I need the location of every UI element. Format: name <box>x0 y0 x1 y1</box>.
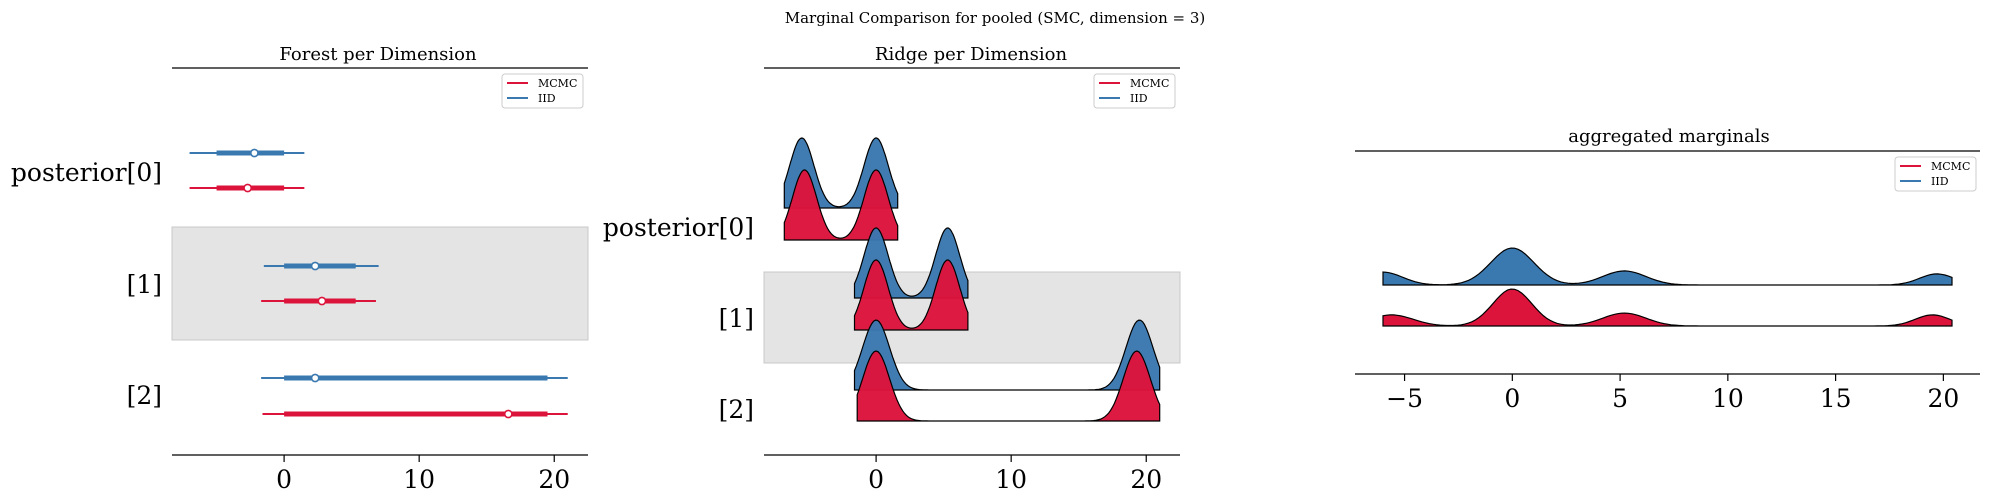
aggregated-tick-label-3: 10 <box>1712 384 1744 413</box>
ridge-x-ticks: 0 10 20 <box>868 455 1162 494</box>
ridge-mcmc-row0 <box>783 169 899 241</box>
ridge-mcmc-row1 <box>853 259 969 331</box>
aggregated-mcmc-ridge <box>1382 288 1953 327</box>
forest-iid-row2-median <box>310 373 320 383</box>
ridge-mcmc-row2 <box>856 350 1161 422</box>
aggregated-title: aggregated marginals <box>1568 126 1769 147</box>
forest-legend: MCMC IID <box>501 73 584 109</box>
ridge-row-label-0: posterior[0] <box>603 213 754 242</box>
forest-row-label-2: [2] <box>127 381 162 410</box>
ridge-shaded-row <box>763 271 1181 364</box>
ridge-row-label-1: [1] <box>719 304 754 333</box>
forest-iid-row1-median <box>310 261 320 271</box>
forest-row-label-1: [1] <box>127 270 162 299</box>
aggregated-x-ticks: −5 0 5 10 15 20 <box>1386 374 1959 413</box>
forest-tick-label-1: 10 <box>403 465 435 494</box>
forest-x-ticks: 0 10 20 <box>276 455 570 494</box>
ridge-row-label-2: [2] <box>719 395 754 424</box>
ridge-title: Ridge per Dimension <box>875 44 1068 65</box>
aggregated-tick-label-5: 20 <box>1927 384 1959 413</box>
ridge-legend-iid-label: IID <box>1130 92 1148 105</box>
ridge-marks <box>783 137 1161 422</box>
aggregated-tick-label-4: 15 <box>1820 384 1852 413</box>
forest-panel: Forest per Dimension posterior[0] [1] [2… <box>11 44 589 494</box>
forest-title: Forest per Dimension <box>279 44 477 65</box>
ridge-panel: Ridge per Dimension posterior[0] [1] [2]… <box>603 44 1181 494</box>
ridge-tick-label-1: 10 <box>995 465 1027 494</box>
forest-mcmc-row1-median <box>317 296 327 306</box>
forest-tick-label-2: 20 <box>538 465 570 494</box>
ridge-legend: MCMC IID <box>1093 73 1176 109</box>
aggregated-legend-iid-label: IID <box>1931 175 1949 188</box>
aggregated-iid-ridge <box>1382 247 1953 286</box>
ridge-tick-label-0: 0 <box>868 465 884 494</box>
aggregated-marks <box>1382 247 1953 327</box>
forest-legend-iid-label: IID <box>538 92 556 105</box>
suptitle: Marginal Comparison for pooled (SMC, dim… <box>785 9 1205 27</box>
ridge-tick-label-2: 20 <box>1130 465 1162 494</box>
aggregated-panel: aggregated marginals −5 0 5 10 15 20 MCMC IID <box>1355 126 1980 413</box>
aggregated-tick-label-1: 0 <box>1504 384 1520 413</box>
forest-marks <box>189 148 568 419</box>
aggregated-tick-label-2: 5 <box>1612 384 1628 413</box>
aggregated-tick-label-0: −5 <box>1386 384 1423 413</box>
forest-mcmc-row2-median <box>503 409 513 419</box>
forest-iid-row0-median <box>249 148 259 158</box>
forest-mcmc-row0-median <box>243 183 253 193</box>
aggregated-legend-mcmc-label: MCMC <box>1931 160 1970 173</box>
forest-legend-mcmc-label: MCMC <box>538 77 577 90</box>
forest-shaded-row <box>171 226 589 341</box>
ridge-legend-mcmc-label: MCMC <box>1130 77 1169 90</box>
forest-row-label-0: posterior[0] <box>11 158 162 187</box>
forest-tick-label-0: 0 <box>276 465 292 494</box>
aggregated-legend: MCMC IID <box>1894 156 1977 192</box>
